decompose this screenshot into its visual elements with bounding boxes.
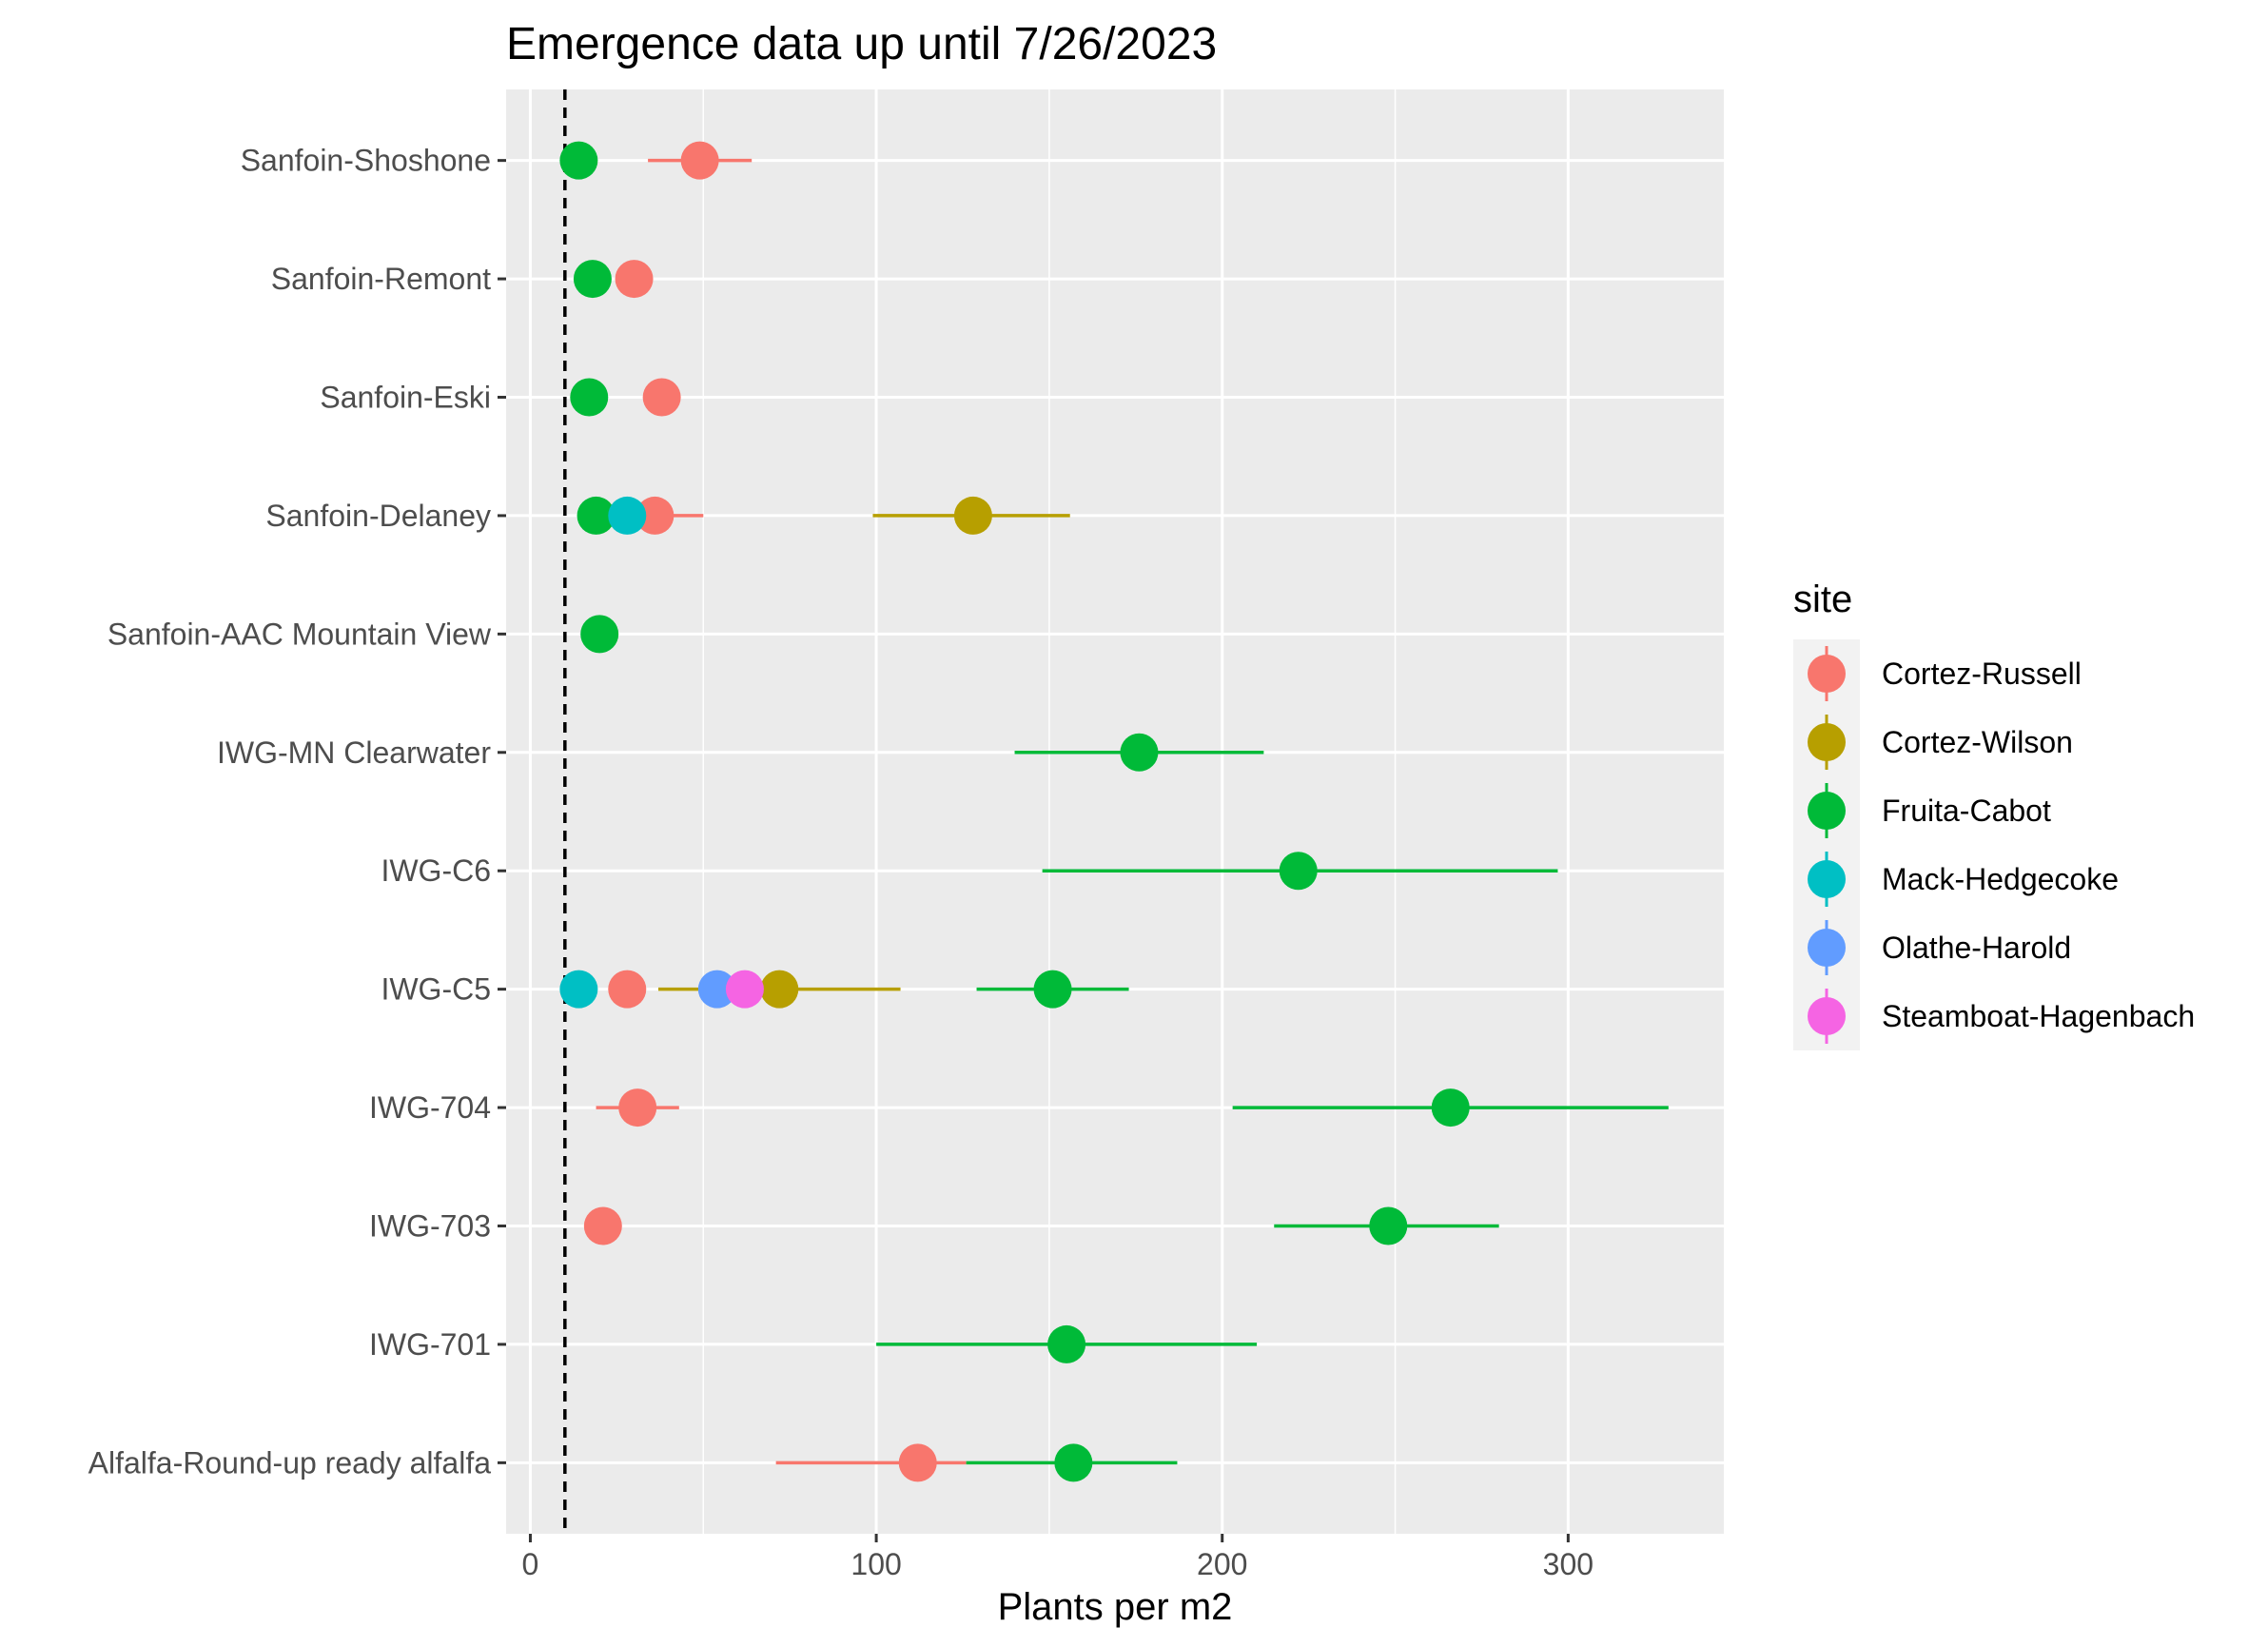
y-tick-label: Sanfoin-Remont (271, 262, 491, 296)
y-tick-label: IWG-704 (369, 1090, 491, 1125)
data-point (577, 496, 616, 535)
x-tick-label: 0 (522, 1547, 539, 1581)
y-tick-label: IWG-C5 (381, 972, 491, 1007)
legend-key-dot (1808, 860, 1846, 898)
y-tick-label: Alfalfa-Round-up ready alfalfa (88, 1445, 492, 1480)
legend-key-dot (1808, 929, 1846, 967)
y-tick-label: Sanfoin-Shoshone (241, 144, 491, 178)
legend-label: Steamboat-Hagenbach (1882, 999, 2195, 1033)
data-point (697, 970, 736, 1009)
legend-key-dot (1808, 997, 1846, 1035)
data-point (725, 970, 764, 1009)
data-point (1369, 1206, 1408, 1245)
data-point (618, 1088, 657, 1127)
y-axis: Alfalfa-Round-up ready alfalfa IWG-701 IWG… (88, 144, 506, 1480)
data-point (898, 1443, 937, 1482)
legend-title: site (1793, 578, 1852, 620)
data-point (680, 141, 719, 180)
y-tick-label: IWG-C6 (381, 853, 491, 888)
legend-key-dot (1808, 723, 1846, 761)
x-axis: 0 100 200 300 (522, 1534, 1593, 1581)
legend-label: Cortez-Wilson (1882, 725, 2073, 759)
legend-label: Mack-Hedgecoke (1882, 862, 2119, 896)
legend: site Cortez-Russell Cortez-Wilson Fruita-C… (1793, 578, 2195, 1050)
data-point (1431, 1088, 1470, 1127)
x-tick-label: 200 (1197, 1547, 1247, 1581)
data-point (1033, 970, 1072, 1009)
x-tick-label: 100 (850, 1547, 901, 1581)
y-tick-label: IWG-701 (369, 1327, 491, 1362)
data-point (1120, 733, 1159, 772)
y-tick-label: IWG-MN Clearwater (217, 735, 491, 770)
data-point (559, 141, 598, 180)
data-point (573, 260, 612, 299)
legend-label: Olathe-Harold (1882, 931, 2071, 965)
x-tick-label: 300 (1543, 1547, 1593, 1581)
data-point (608, 496, 647, 535)
x-axis-title: Plants per m2 (998, 1586, 1233, 1628)
data-point (570, 378, 609, 417)
y-tick-label: Sanfoin-Eski (320, 381, 491, 415)
data-point (615, 260, 654, 299)
data-point (608, 970, 647, 1009)
data-point (760, 970, 799, 1009)
data-point (559, 970, 598, 1009)
data-point (1047, 1324, 1086, 1363)
data-point (1054, 1443, 1093, 1482)
legend-key-background (1793, 639, 1860, 1050)
data-point (635, 496, 675, 535)
y-tick-label: Sanfoin-AAC Mountain View (108, 617, 492, 651)
legend-label: Cortez-Russell (1882, 657, 2082, 691)
data-point (642, 378, 681, 417)
legend-key-dot (1808, 792, 1846, 830)
data-points (559, 141, 1470, 1482)
data-point (953, 496, 992, 535)
legend-key-dot (1808, 655, 1846, 693)
chart-title: Emergence data up until 7/26/2023 (506, 19, 1217, 69)
y-tick-label: Sanfoin-Delaney (265, 499, 491, 533)
legend-items: Cortez-Russell Cortez-Wilson Fruita-Cabot M… (1808, 646, 2195, 1044)
y-tick-label: IWG-703 (369, 1208, 491, 1243)
plot-panel (506, 89, 1724, 1534)
legend-label: Fruita-Cabot (1882, 794, 2051, 828)
data-point (580, 615, 619, 654)
minor-gridlines (702, 89, 1397, 1534)
data-point (583, 1206, 622, 1245)
data-point (1279, 852, 1318, 891)
